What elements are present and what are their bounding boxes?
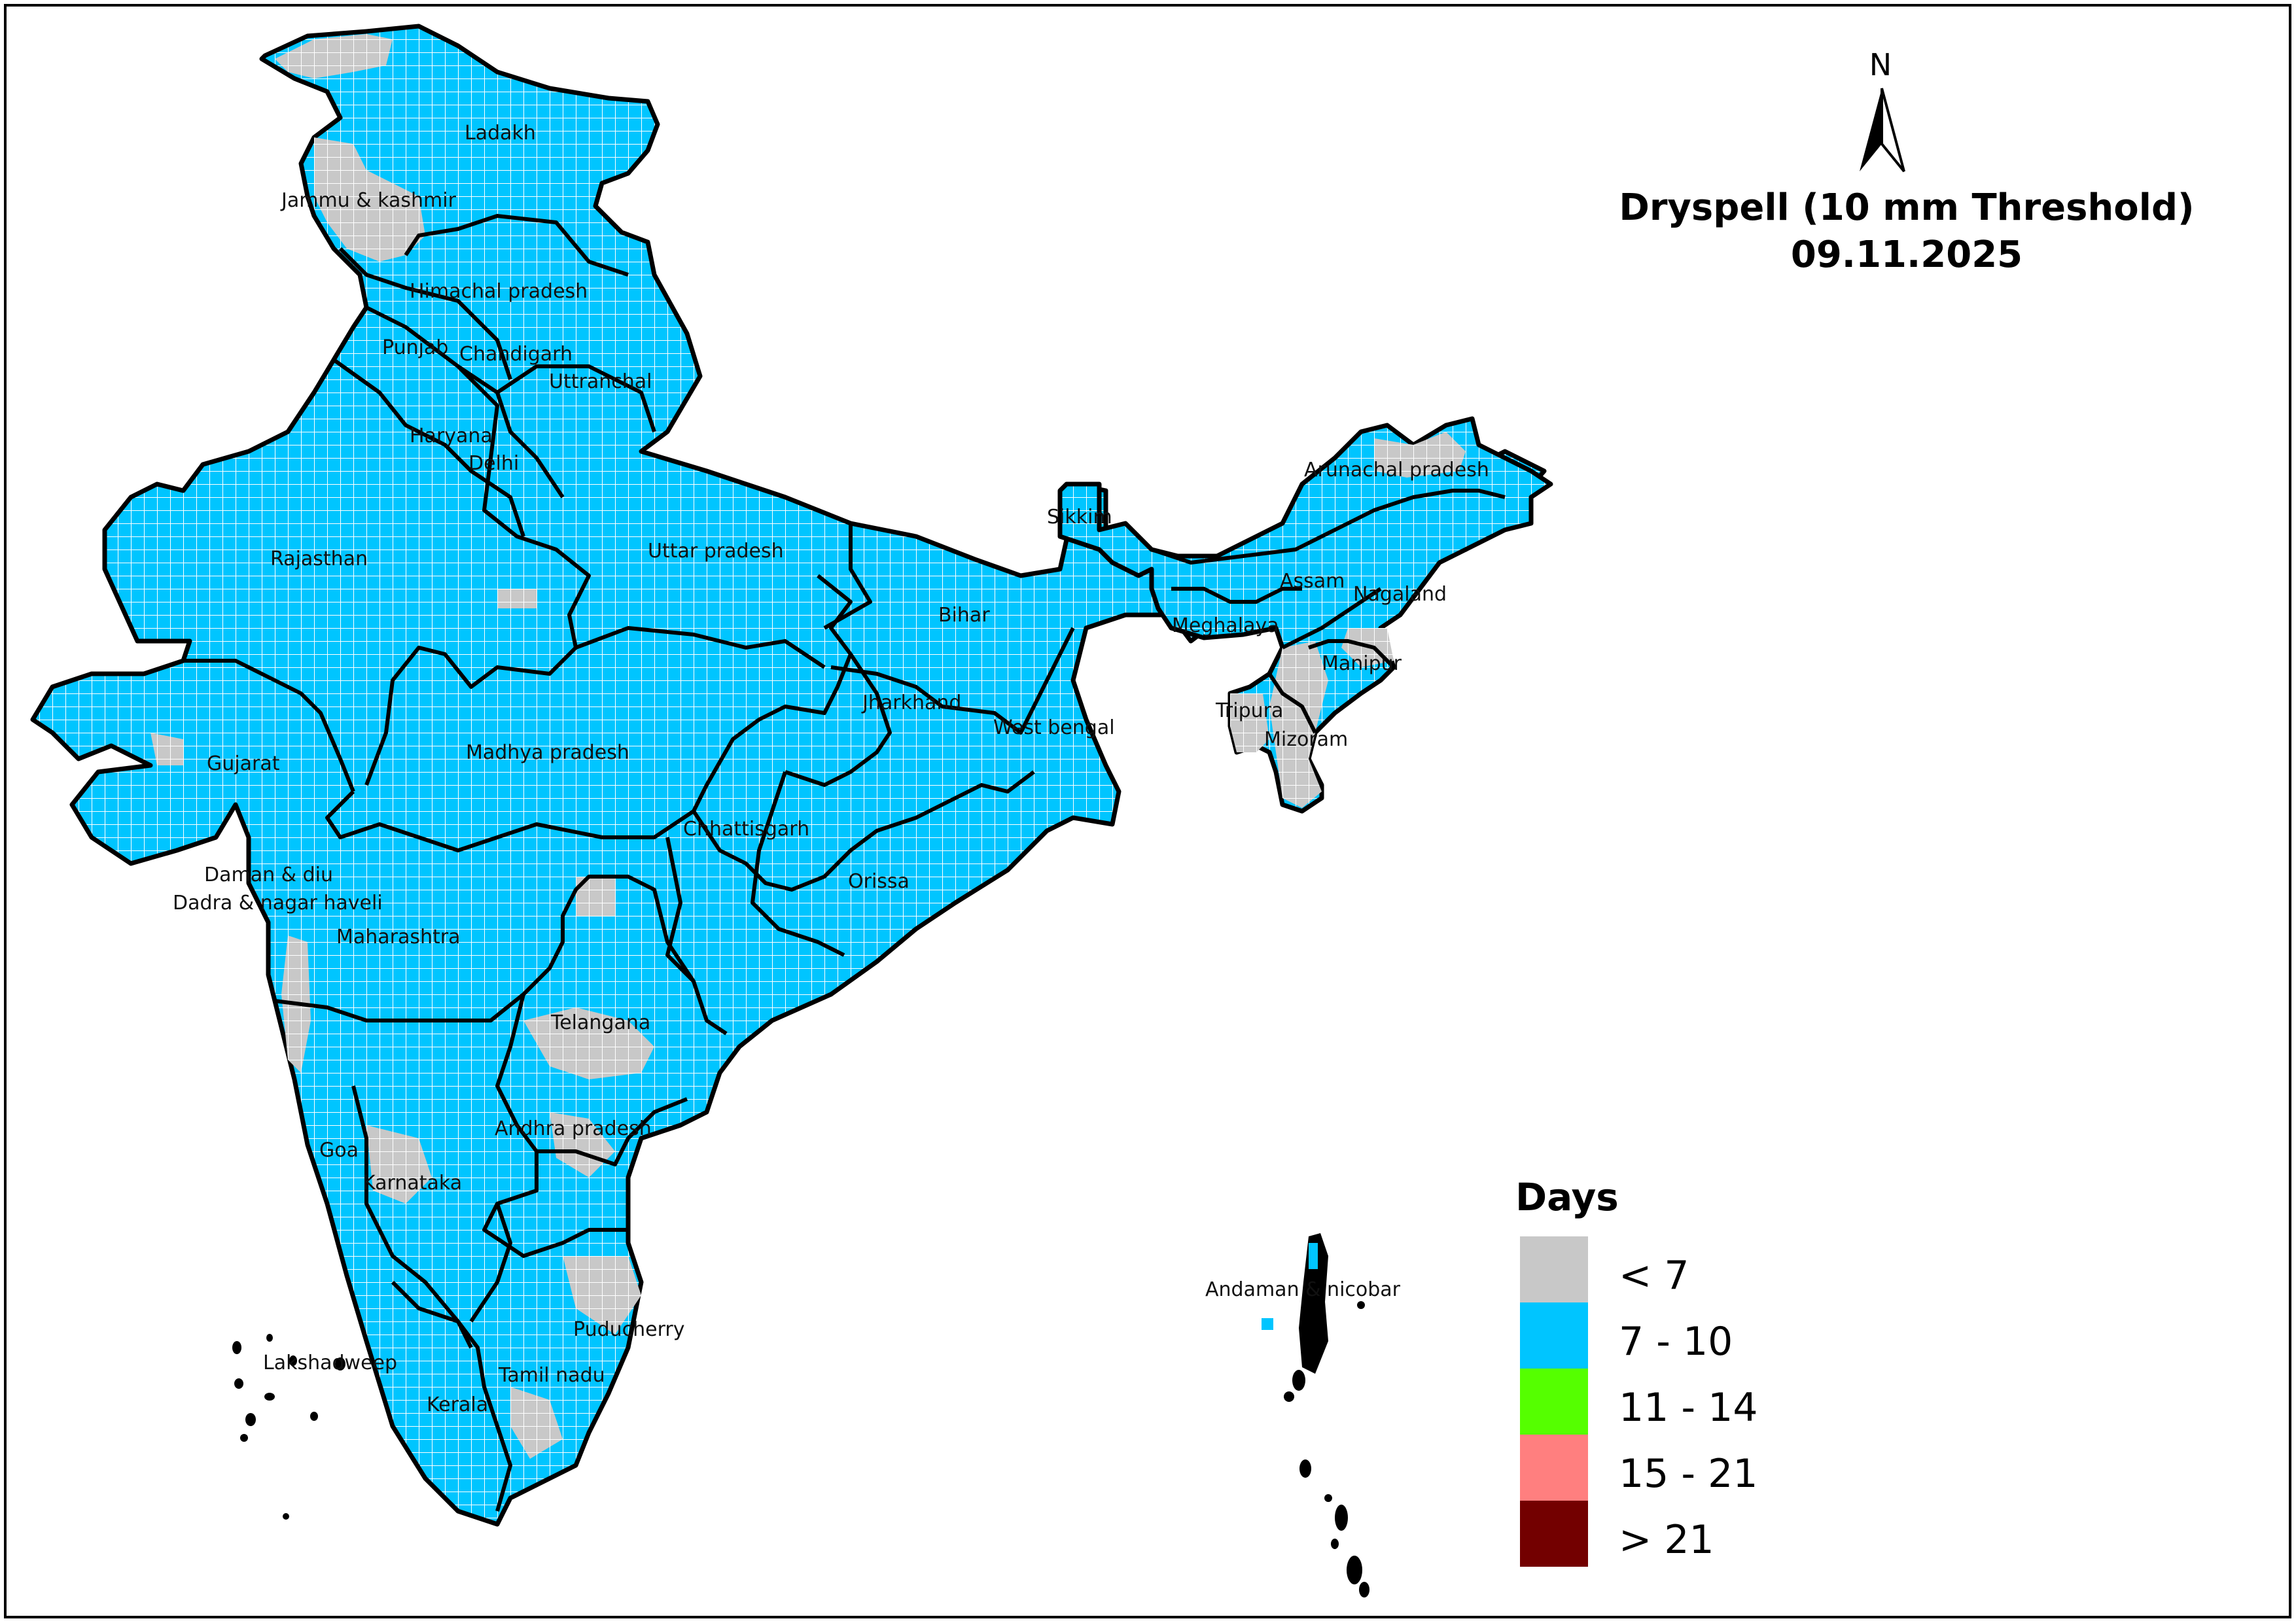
label-dadra-nagar-haveli: Dadra & nagar haveli	[173, 892, 383, 915]
label-goa: Goa	[319, 1139, 359, 1162]
legend-label-gt21: > 21	[1619, 1517, 1714, 1563]
label-madhya-pradesh: Madhya pradesh	[466, 741, 629, 764]
label-ladakh: Ladakh	[465, 122, 536, 145]
label-maharashtra: Maharashtra	[336, 926, 461, 949]
lakshadweep-islands	[232, 1334, 345, 1520]
grey-patch-gujarat	[150, 733, 183, 765]
legend-label-7-10: 7 - 10	[1619, 1319, 1733, 1365]
grey-patch-mizoram	[1269, 641, 1328, 808]
map-border	[4, 4, 2291, 1618]
label-lakshadweep: Lakshadweep	[263, 1352, 397, 1374]
state-boundaries	[183, 214, 1075, 1512]
grey-patch-tripura	[1230, 693, 1269, 752]
andaman-cyan-cell	[1262, 1318, 1273, 1330]
label-orissa: Orissa	[848, 870, 910, 893]
label-tamil-nadu: Tamil nadu	[498, 1364, 605, 1387]
label-himachal-pradesh: Himachal pradesh	[410, 280, 588, 303]
label-sikkim: Sikkim	[1047, 506, 1112, 529]
grey-patch-arunachal	[1374, 432, 1466, 478]
andaman-nicobar-islands	[1262, 1233, 1369, 1597]
northeast-boundaries	[1151, 489, 1506, 734]
label-haryana: Haryana	[410, 425, 493, 447]
grey-patch-kerala	[510, 1387, 563, 1459]
legend-title: Days	[1515, 1175, 1619, 1219]
grey-patch-telangana	[523, 1007, 654, 1079]
grey-patch-tamil-nadu	[563, 1256, 641, 1335]
grey-patch-andhra	[550, 1112, 615, 1178]
legend-label-11-14: 11 - 14	[1619, 1385, 1758, 1431]
label-uttranchal: Uttranchal	[549, 370, 652, 393]
label-arunachal-pradesh: Arunachal pradesh	[1304, 459, 1489, 481]
label-meghalaya: Meghalaya	[1172, 614, 1279, 637]
label-daman-diu: Daman & diu	[204, 864, 333, 886]
label-jharkhand: Jharkhand	[861, 691, 961, 714]
label-punjab: Punjab	[382, 336, 448, 359]
north-arrow-label: N	[1869, 47, 1892, 82]
label-chandigarh: Chandigarh	[459, 343, 573, 366]
title-line-1: Dryspell (10 mm Threshold)	[1619, 186, 2194, 229]
legend-swatch-15-21	[1520, 1435, 1588, 1501]
legend-swatch-gt21	[1520, 1501, 1588, 1567]
state-labels: Ladakh Jammu & kashmir Himachal pradesh …	[173, 122, 1489, 1416]
andaman-main	[1299, 1233, 1328, 1374]
label-gujarat: Gujarat	[207, 752, 280, 775]
northeast-shape	[1057, 416, 1553, 814]
label-chhattisgarh: Chhattisgarh	[683, 818, 809, 841]
label-tripura: Tripura	[1215, 699, 1283, 722]
label-nagaland: Nagaland	[1353, 583, 1447, 606]
india-mainland	[30, 24, 1547, 1527]
label-kerala: Kerala	[427, 1393, 488, 1416]
grey-patch-maharashtra	[576, 877, 615, 916]
title-line-2: 09.11.2025	[1791, 234, 2022, 276]
label-puducherry: Puducherry	[573, 1318, 685, 1341]
legend-swatch-7-10	[1520, 1302, 1588, 1369]
label-andaman-nicobar: Andaman & nicobar	[1205, 1278, 1401, 1301]
map-title: Dryspell (10 mm Threshold) 09.11.2025	[1619, 186, 2194, 276]
grey-patch-mp	[497, 589, 537, 608]
legend: Days < 7 7 - 10 11 - 14 15 - 21 > 21	[1515, 1175, 1758, 1567]
legend-swatch-11-14	[1520, 1369, 1588, 1435]
label-assam: Assam	[1280, 570, 1345, 593]
label-bihar: Bihar	[938, 604, 990, 627]
label-rajasthan: Rajasthan	[270, 548, 368, 570]
grey-patch-karnataka	[366, 1125, 432, 1204]
legend-swatch-lt7	[1520, 1236, 1588, 1302]
legend-label-lt7: < 7	[1619, 1253, 1689, 1299]
label-manipur: Manipur	[1322, 652, 1402, 675]
label-andhra-pradesh: Andhra pradesh	[495, 1117, 652, 1140]
label-telangana: Telangana	[550, 1011, 650, 1034]
label-karnataka: Karnataka	[362, 1172, 462, 1195]
label-delhi: Delhi	[468, 452, 519, 475]
grey-patch-kashmir	[314, 137, 425, 262]
label-jammu-kashmir: Jammu & kashmir	[280, 189, 457, 212]
label-uttar-pradesh: Uttar pradesh	[648, 540, 784, 563]
northeast-india	[1057, 416, 1553, 814]
north-arrow: N	[1860, 47, 1905, 173]
legend-label-15-21: 15 - 21	[1619, 1451, 1758, 1497]
label-west-bengal: West bengal	[993, 716, 1115, 739]
label-mizoram: Mizoram	[1264, 728, 1348, 751]
grey-patch-kashmir-north	[275, 34, 393, 79]
north-arrow-icon	[1860, 88, 1882, 171]
